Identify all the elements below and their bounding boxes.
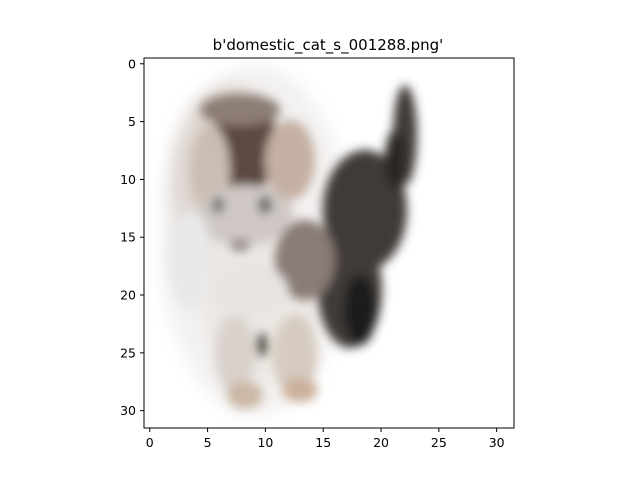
- x-tick-label: 15: [315, 435, 331, 450]
- x-tick-label: 20: [373, 435, 389, 450]
- y-tick-label: 25: [120, 345, 136, 360]
- axes-frame: [143, 57, 515, 429]
- y-tick-label: 0: [128, 56, 136, 71]
- x-tick-label: 10: [257, 435, 273, 450]
- y-tick-label: 15: [120, 230, 136, 245]
- x-tick-label: 0: [146, 435, 154, 450]
- y-axis: 0 5 10 15 20 25 30: [120, 56, 144, 418]
- x-tick-label: 25: [431, 435, 447, 450]
- y-tick-label: 10: [120, 172, 136, 187]
- y-tick-label: 5: [128, 114, 136, 129]
- cat-image: [160, 65, 417, 415]
- x-tick-label: 5: [204, 435, 212, 450]
- y-tick-label: 30: [120, 403, 136, 418]
- image-axes: 0 5 10 15 20 25 30 0 5 10 15 20 25 30: [120, 56, 515, 450]
- figure-title: b'domestic_cat_s_001288.png': [213, 36, 444, 55]
- y-tick-label: 20: [120, 288, 136, 303]
- x-axis: 0 5 10 15 20 25 30: [146, 428, 505, 450]
- x-tick-label: 30: [489, 435, 505, 450]
